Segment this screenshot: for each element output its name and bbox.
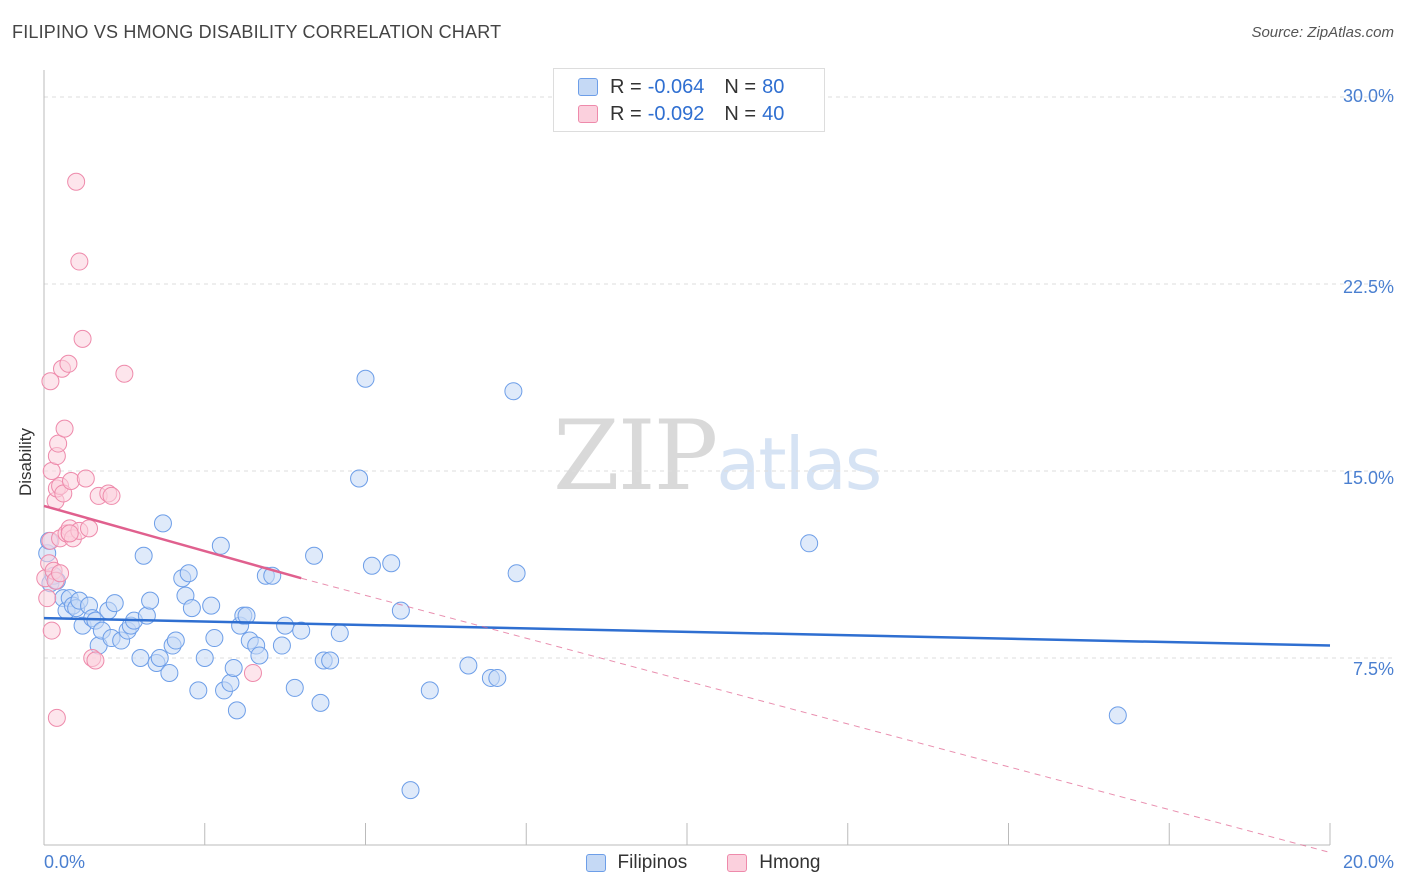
filipino-point xyxy=(350,469,369,488)
hmong-trend-extension xyxy=(301,577,1331,853)
legend-r-label: R = xyxy=(610,102,642,125)
y-tick-label: 15.0% xyxy=(1342,468,1394,488)
legend-label-hmong: Hmong xyxy=(759,852,821,873)
y-tick-label: 22.5% xyxy=(1342,277,1394,297)
filipino-point xyxy=(237,606,256,625)
filipino-point xyxy=(166,631,185,650)
legend-row-hmong: R = -0.092 N = 40 xyxy=(578,102,784,126)
filipino-point xyxy=(134,546,153,565)
hmong-point xyxy=(73,329,92,348)
filipino-point xyxy=(276,616,295,635)
hmong-point xyxy=(59,354,78,373)
filipino-point xyxy=(202,596,221,615)
filipino-point xyxy=(488,668,507,687)
filipino-point xyxy=(800,534,819,553)
filipino-point xyxy=(195,649,214,667)
legend-n-value: 80 xyxy=(762,75,785,98)
x-tick-label-min: 0.0% xyxy=(44,852,86,872)
filipino-point xyxy=(153,514,172,533)
chart-title: FILIPINO VS HMONG DISABILITY CORRELATION… xyxy=(12,22,502,42)
hmong-point xyxy=(49,434,68,453)
correlation-legend: R = -0.064 N = 80 R = -0.092 N = 40 xyxy=(553,68,825,132)
legend-row-filipinos: R = -0.064 N = 80 xyxy=(578,75,784,99)
hmong-point xyxy=(115,364,134,383)
filipino-point xyxy=(211,536,230,555)
hmong-point xyxy=(70,252,89,271)
legend-item-filipinos[interactable]: Filipinos xyxy=(585,852,688,874)
legend-label-filipinos: Filipinos xyxy=(617,852,688,873)
filipino-point xyxy=(141,591,160,610)
filipino-trend-line xyxy=(43,616,1331,647)
filipino-point xyxy=(131,649,150,667)
filipino-point xyxy=(227,701,246,720)
y-tick-label: 7.5% xyxy=(1352,659,1394,679)
legend-n-label: N = xyxy=(724,102,757,125)
filipino-point xyxy=(391,601,410,620)
filipino-point xyxy=(305,546,324,565)
legend-swatch-blue xyxy=(578,78,598,96)
filipino-point xyxy=(221,673,240,692)
hmong-point xyxy=(42,462,61,480)
filipino-point xyxy=(272,636,291,655)
watermark-zip: ZIP xyxy=(553,400,718,512)
filipino-point xyxy=(362,556,381,575)
y-axis-label: Disability xyxy=(16,427,35,496)
source-label[interactable]: Source: ZipAtlas.com xyxy=(1251,24,1394,41)
legend-swatch-blue xyxy=(585,854,606,872)
x-tick-label-max: 20.0% xyxy=(1342,852,1394,872)
filipino-point xyxy=(356,369,375,388)
legend-n-label: N = xyxy=(724,75,757,98)
filipino-point xyxy=(507,564,526,583)
y-tick-label: 30.0% xyxy=(1342,86,1394,106)
legend-item-hmong[interactable]: Hmong xyxy=(727,852,820,874)
filipino-point xyxy=(205,629,224,648)
filipino-point xyxy=(382,554,401,573)
legend-swatch-pink xyxy=(727,854,748,872)
series-legend: Filipinos Hmong xyxy=(0,852,1406,874)
filipino-point xyxy=(401,781,420,800)
filipino-point xyxy=(179,564,198,583)
hmong-point xyxy=(60,524,79,543)
hmong-point xyxy=(76,469,95,488)
hmong-point xyxy=(47,708,66,727)
legend-r-value: -0.064 xyxy=(647,75,705,98)
watermark-atlas: atlas xyxy=(716,422,882,506)
filipino-point xyxy=(285,678,304,697)
legend-swatch-pink xyxy=(578,105,598,123)
filipino-point xyxy=(420,681,439,700)
filipino-point xyxy=(182,599,201,618)
filipino-point xyxy=(321,651,340,670)
filipino-point xyxy=(105,594,124,613)
filipino-point xyxy=(459,656,478,675)
filipino-point xyxy=(330,624,349,643)
filipino-point xyxy=(504,382,523,401)
hmong-point xyxy=(86,651,105,670)
filipino-point xyxy=(311,693,330,712)
filipino-point xyxy=(250,646,269,665)
hmong-point xyxy=(55,419,74,438)
filipino-point xyxy=(224,658,243,677)
hmong-point xyxy=(67,172,86,191)
legend-r-value: -0.092 xyxy=(647,102,705,125)
legend-r-label: R = xyxy=(610,75,642,98)
hmong-point xyxy=(42,621,61,640)
filipino-point xyxy=(189,681,208,700)
filipino-point xyxy=(160,663,179,682)
legend-n-value: 40 xyxy=(762,102,785,125)
hmong-point xyxy=(243,663,262,682)
hmong-point xyxy=(80,519,99,538)
filipino-point xyxy=(292,621,311,640)
hmong-trend-line xyxy=(43,504,302,580)
hmong-point xyxy=(102,486,121,505)
hmong-point xyxy=(62,471,81,490)
filipino-point xyxy=(150,649,169,667)
watermark: ZIPatlas xyxy=(553,400,882,512)
hmong-point xyxy=(41,372,60,391)
hmong-point xyxy=(51,564,70,583)
hmong-point xyxy=(38,589,57,608)
filipino-point xyxy=(1108,706,1127,725)
